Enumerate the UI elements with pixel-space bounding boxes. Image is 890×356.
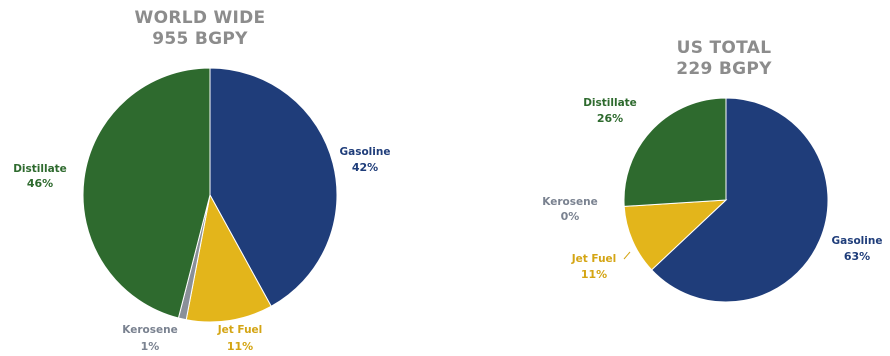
slice-us-jet-fuel xyxy=(623,199,728,271)
pie-world xyxy=(82,67,338,323)
label-us-kerosene: Kerosene xyxy=(542,196,597,208)
pct-us-distillate: 26% xyxy=(597,112,623,125)
label-world-kerosene: Kerosene xyxy=(122,324,177,336)
pct-world-jet-fuel: 11% xyxy=(227,340,253,353)
leader-line-us-jet-fuel xyxy=(623,251,631,260)
pct-world-distillate: 46% xyxy=(27,177,53,190)
slice-world-jet-fuel xyxy=(185,193,272,323)
chart-title-world: WORLD WIDE 955 BGPY xyxy=(100,8,300,50)
chart-title-world-line2: 955 BGPY xyxy=(152,29,248,49)
pct-us-kerosene: 0% xyxy=(561,210,580,223)
chart-title-us: US TOTAL 229 BGPY xyxy=(624,38,824,80)
slice-us-gasoline xyxy=(650,97,829,303)
label-world-jet-fuel: Jet Fuel xyxy=(217,324,263,336)
pct-us-gasoline: 63% xyxy=(844,250,870,263)
label-us-gasoline: Gasoline xyxy=(832,235,883,247)
chart-title-world-line1: WORLD WIDE xyxy=(134,8,266,28)
slice-us-distillate xyxy=(623,97,727,207)
chart-title-us-line1: US TOTAL xyxy=(676,38,772,58)
chart-title-us-line2: 229 BGPY xyxy=(676,59,772,79)
pie-us xyxy=(623,97,829,303)
slice-world-distillate xyxy=(82,67,211,319)
pct-world-gasoline: 42% xyxy=(352,161,378,174)
pct-world-kerosene: 1% xyxy=(141,340,160,353)
label-us-distillate: Distillate xyxy=(583,97,637,109)
label-world-distillate: Distillate xyxy=(13,163,67,175)
pct-us-jet-fuel: 11% xyxy=(581,268,607,281)
label-world-gasoline: Gasoline xyxy=(340,146,391,158)
slice-world-gasoline xyxy=(209,67,338,307)
label-us-jet-fuel: Jet Fuel xyxy=(571,253,617,265)
